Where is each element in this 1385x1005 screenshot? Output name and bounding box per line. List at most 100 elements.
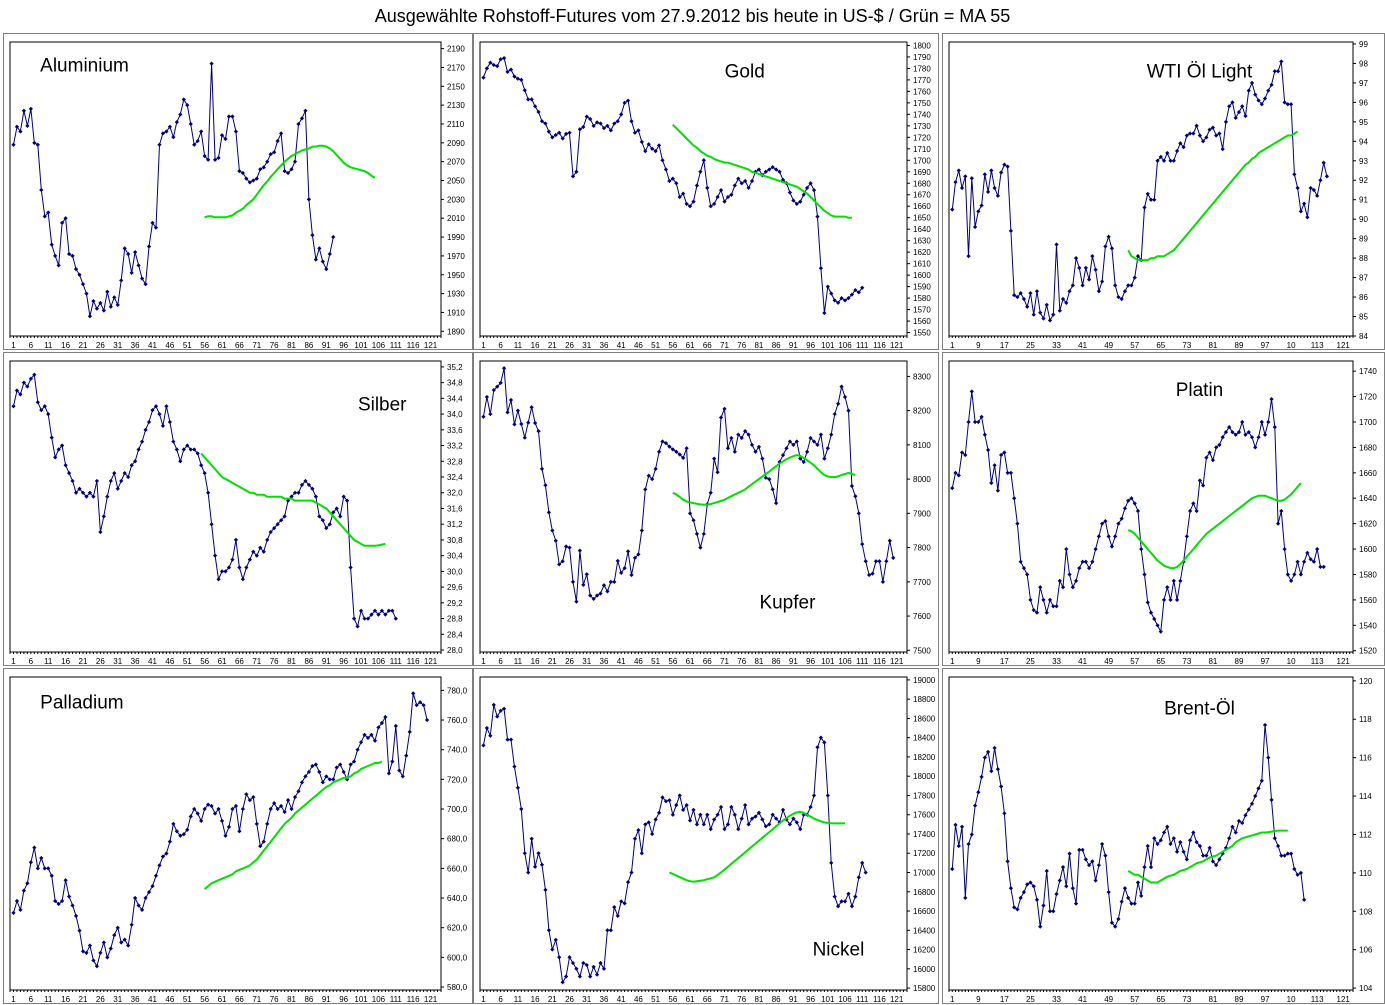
y-tick-label: 18800 xyxy=(913,695,936,704)
y-tick-label: 1780 xyxy=(913,64,931,73)
data-point xyxy=(129,270,134,275)
y-tick-label: 19000 xyxy=(913,676,936,685)
x-tick-label: 26 xyxy=(96,341,105,350)
data-point xyxy=(355,624,360,629)
x-tick-label: 36 xyxy=(600,341,609,350)
price-line xyxy=(482,368,894,602)
y-tick-label: 2050 xyxy=(447,177,465,186)
data-point xyxy=(233,129,239,134)
x-axis: 1 6 11 16 21 26 31 36 41 46 51 56 61 66 71 76 81 86 91 96 10… xyxy=(9,990,442,1004)
x-tick-label: 17 xyxy=(1000,995,1009,1004)
data-point xyxy=(1047,597,1053,603)
y-tick-label: 720,0 xyxy=(447,775,468,784)
data-point xyxy=(133,250,138,255)
data-point xyxy=(1174,148,1180,154)
data-point xyxy=(736,432,741,437)
y-tick-label: 31,6 xyxy=(447,504,463,513)
data-point xyxy=(705,812,710,817)
data-point xyxy=(849,904,855,909)
x-tick-label: 57 xyxy=(1130,657,1139,666)
data-point xyxy=(63,216,68,221)
data-point xyxy=(1269,397,1274,402)
x-tick-label: 121 xyxy=(1337,341,1351,350)
data-point xyxy=(822,456,827,461)
x-tick-label: 91 xyxy=(322,995,331,1004)
data-point xyxy=(842,394,848,400)
x-tick-label: 6 xyxy=(498,657,503,666)
x-tick-label: 81 xyxy=(754,995,763,1004)
x-tick-label: 51 xyxy=(183,995,192,1004)
data-point xyxy=(94,964,100,969)
data-point xyxy=(846,891,851,896)
data-point xyxy=(505,737,510,742)
x-tick-label: 9 xyxy=(976,657,981,666)
x-tick-label: 96 xyxy=(806,341,815,350)
x-tick-label: 36 xyxy=(600,995,609,1004)
data-point xyxy=(212,157,218,162)
x-tick-label: 116 xyxy=(407,341,420,350)
data-point xyxy=(860,542,865,547)
plot-area xyxy=(948,41,1354,337)
data-point xyxy=(1197,478,1202,483)
data-point xyxy=(157,411,162,417)
data-point xyxy=(143,895,148,901)
data-point xyxy=(139,276,145,281)
x-axis: 1 6 11 16 21 26 31 36 41 46 51 56 61 66 71 76 81 86 91 96 10… xyxy=(479,336,908,350)
data-point xyxy=(112,932,117,938)
data-point xyxy=(143,427,148,432)
x-tick-label: 73 xyxy=(1182,995,1191,1004)
y-tick-label: 17200 xyxy=(913,849,936,858)
data-point xyxy=(536,429,541,434)
data-point xyxy=(484,66,490,71)
data-point xyxy=(584,962,589,968)
data-point xyxy=(749,178,755,184)
y-tick-label: 106 xyxy=(1359,946,1373,955)
x-tick-label: 11 xyxy=(514,995,523,1004)
data-point xyxy=(677,452,682,457)
data-point xyxy=(687,204,693,209)
data-point xyxy=(379,608,385,613)
data-point xyxy=(543,887,548,892)
data-point xyxy=(66,251,72,257)
data-point xyxy=(677,793,682,798)
data-point xyxy=(787,822,793,827)
data-point xyxy=(171,135,176,140)
data-point xyxy=(787,190,793,195)
data-point xyxy=(529,97,534,102)
x-tick-label: 1 xyxy=(481,657,486,666)
data-point xyxy=(698,812,703,817)
data-point xyxy=(636,552,641,557)
x-tick-label: 21 xyxy=(548,657,557,666)
x-tick-label: 116 xyxy=(407,995,420,1004)
data-point xyxy=(749,816,755,821)
y-tick-label: 30,0 xyxy=(447,567,463,576)
x-tick-label: 56 xyxy=(668,657,677,666)
data-point xyxy=(1018,895,1023,900)
data-point xyxy=(91,958,96,963)
x-tick-label: 1 xyxy=(481,995,486,1004)
x-tick-label: 11 xyxy=(514,341,523,350)
data-point xyxy=(1302,201,1307,206)
data-point xyxy=(119,478,124,484)
x-tick-label: 26 xyxy=(96,657,105,666)
x-tick-label: 41 xyxy=(1078,657,1087,666)
y-tick-label: 2150 xyxy=(447,82,465,91)
data-point xyxy=(615,558,620,564)
y-tick-label: 1580 xyxy=(1359,570,1377,579)
data-point xyxy=(749,442,755,447)
y-tick-label: 1600 xyxy=(913,271,931,280)
x-tick-label: 11 xyxy=(44,341,53,350)
data-point xyxy=(1223,119,1229,124)
chart-title-platin: Platin xyxy=(1176,380,1224,401)
y-tick-label: 118 xyxy=(1359,715,1372,724)
data-point xyxy=(601,583,607,588)
x-tick-label: 66 xyxy=(235,341,244,350)
data-point xyxy=(801,192,806,197)
chart-title-palladium: Palladium xyxy=(40,692,123,713)
x-tick-label: 56 xyxy=(200,657,209,666)
y-tick-label: 1950 xyxy=(447,271,465,280)
chart-title-gold: Gold xyxy=(725,61,765,82)
x-tick-label: 41 xyxy=(148,995,157,1004)
y-tick-label: 1770 xyxy=(913,76,931,85)
data-point xyxy=(1220,146,1225,152)
